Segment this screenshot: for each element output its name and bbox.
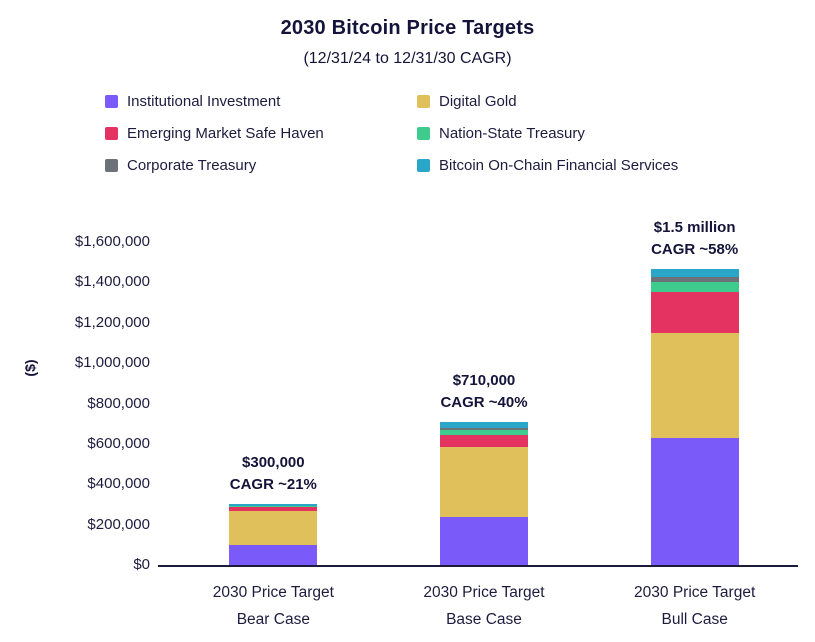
segment-bitcoin-on-chain-financial-services: [650, 269, 739, 278]
legend-swatch-nation-state-treasury: [417, 127, 430, 140]
y-tick-label: $600,000: [87, 434, 150, 452]
annotation-line: $1.5 million: [653, 219, 736, 237]
legend-label: Emerging Market Safe Haven: [127, 125, 324, 142]
segment-digital-gold: [229, 510, 318, 545]
segment-emerging-market-safe-haven: [440, 434, 528, 447]
segment-emerging-market-safe-haven: [650, 292, 739, 333]
x-category-label-bull-case: 2030 Price Target Bull Case: [585, 579, 805, 633]
segment-digital-gold: [650, 332, 739, 438]
legend-item-nation-state-treasury: Nation-State Treasury: [417, 125, 678, 142]
segment-institutional-investment: [229, 544, 318, 565]
y-tick-label: $800,000: [87, 394, 150, 412]
annotation-line: $710,000: [452, 371, 516, 389]
segment-digital-gold: [440, 446, 528, 517]
segment-nation-state-treasury: [229, 506, 318, 508]
segment-corporate-treasury: [650, 277, 739, 283]
segment-institutional-investment: [650, 437, 739, 565]
chart-subtitle: (12/31/24 to 12/31/30 CAGR): [303, 50, 512, 67]
x-category-label-base-case: 2030 Price Target Base Case: [374, 579, 594, 633]
legend-label: Bitcoin On-Chain Financial Services: [439, 157, 679, 174]
legend-item-institutional-investment: Institutional Investment: [105, 93, 417, 110]
segment-nation-state-treasury: [440, 429, 528, 435]
annotation-line: CAGR ~58%: [651, 241, 739, 259]
legend-item-digital-gold: Digital Gold: [417, 93, 678, 110]
y-tick-label: $1,600,000: [74, 233, 150, 250]
legend-swatch-bitcoin-on-chain-financial-services: [417, 159, 430, 172]
chart-title: 2030 Bitcoin Price Targets: [280, 17, 535, 39]
x-label-line: Bear Case: [236, 611, 310, 628]
y-tick-label: $0: [133, 556, 150, 573]
y-tick-label: $1,200,000: [74, 313, 150, 331]
segment-bitcoin-on-chain-financial-services: [440, 421, 528, 428]
legend-label: Corporate Treasury: [127, 157, 257, 174]
segment-emerging-market-safe-haven: [229, 507, 318, 511]
segment-nation-state-treasury: [650, 282, 739, 293]
x-category-label-bear-case: 2030 Price Target Bear Case: [163, 579, 383, 633]
segment-institutional-investment: [440, 516, 528, 565]
legend-swatch-institutional-investment: [105, 95, 118, 108]
bar-annotation-bull-case: $1.5 million CAGR ~58%: [585, 217, 805, 261]
annotation-line: CAGR ~21%: [229, 476, 317, 494]
bar-bear-case: [229, 504, 318, 565]
legend-label: Digital Gold: [439, 93, 517, 110]
y-tick-label: $1,000,000: [74, 354, 150, 372]
legend-item-emerging-market-safe-haven: Emerging Market Safe Haven: [105, 125, 417, 142]
legend-swatch-emerging-market-safe-haven: [105, 127, 118, 140]
bar-bull-case: [650, 269, 739, 565]
bar-annotation-base-case: $710,000 CAGR ~40%: [374, 370, 594, 414]
segment-corporate-treasury: [229, 505, 318, 507]
bar-annotation-bear-case: $300,000 CAGR ~21%: [163, 452, 383, 496]
bar-base-case: [440, 421, 528, 565]
x-label-line: Base Case: [446, 611, 522, 628]
segment-bitcoin-on-chain-financial-services: [229, 504, 318, 506]
x-label-line: 2030 Price Target: [634, 584, 756, 601]
x-axis-line: [158, 565, 798, 567]
annotation-line: CAGR ~40%: [440, 393, 528, 411]
y-tick-label: $1,400,000: [74, 273, 150, 291]
legend-item-bitcoin-on-chain-financial-services: Bitcoin On-Chain Financial Services: [417, 157, 678, 174]
y-tick-label: $400,000: [87, 475, 150, 493]
segment-corporate-treasury: [440, 427, 528, 430]
x-label-line: 2030 Price Target: [212, 584, 334, 601]
x-label-line: Bull Case: [661, 611, 728, 628]
x-label-line: 2030 Price Target: [423, 584, 545, 601]
legend: Institutional Investment Digital Gold Emer…: [105, 93, 678, 174]
legend-item-corporate-treasury: Corporate Treasury: [105, 157, 417, 174]
legend-swatch-digital-gold: [417, 95, 430, 108]
legend-swatch-corporate-treasury: [105, 159, 118, 172]
legend-label: Nation-State Treasury: [439, 125, 585, 142]
annotation-line: $300,000: [242, 454, 305, 472]
legend-label: Institutional Investment: [127, 93, 281, 110]
y-tick-label: $200,000: [87, 515, 150, 533]
